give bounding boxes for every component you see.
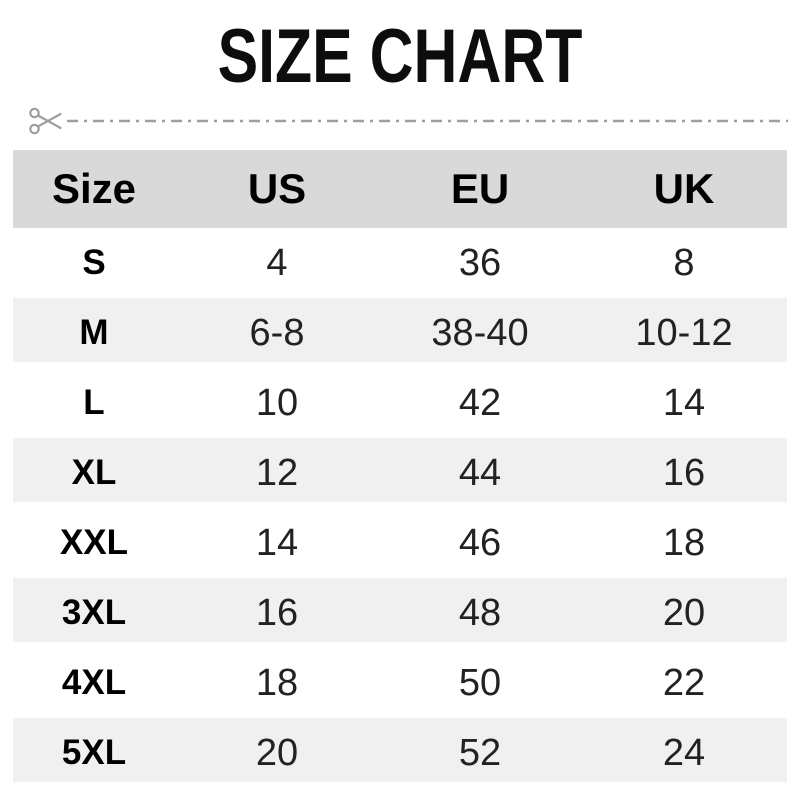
cell-value: 44 [458, 451, 502, 494]
scissors-icon [29, 107, 62, 135]
cell-value: 4 [266, 241, 288, 284]
column-header-us: US [247, 165, 307, 212]
table-row: M 6-8 38-40 10-12 [13, 298, 787, 368]
column-header-size: Size [51, 165, 137, 212]
cell-size-label: 4XL [61, 663, 127, 702]
cell-value: 20 [662, 591, 706, 634]
cell-value: 36 [458, 241, 502, 284]
cut-line [28, 104, 788, 138]
table-row: S 4 36 8 [13, 228, 787, 298]
cell-size-label: M [79, 313, 109, 352]
cell-value: 42 [458, 381, 502, 424]
table-row: L 10 42 14 [13, 368, 787, 438]
table-row: XL 12 44 16 [13, 438, 787, 508]
page-title-text: SIZE CHART [217, 14, 583, 99]
page-title: SIZE CHART [0, 19, 800, 95]
cell-value: 12 [255, 451, 299, 494]
cell-value: 22 [662, 661, 706, 704]
cell-value: 16 [255, 591, 299, 634]
cell-value: 14 [662, 381, 706, 424]
cell-value: 6-8 [249, 311, 305, 354]
table-header-row: Size US EU UK [13, 150, 787, 228]
cell-value: 48 [458, 591, 502, 634]
cell-value: 8 [673, 241, 695, 284]
cell-size-label: S [82, 243, 106, 282]
cell-size-label: XXL [59, 523, 129, 562]
cell-size-label: 3XL [61, 593, 127, 632]
cell-size-label: L [83, 383, 105, 422]
column-header-eu: EU [450, 165, 510, 212]
size-table: Size US EU UK S 4 36 8 M 6-8 38-40 10-12 L 10 42 14… [13, 150, 787, 788]
cell-value: 20 [255, 731, 299, 774]
cell-size-label: XL [71, 453, 117, 492]
cut-dash-line [67, 119, 788, 123]
cell-value: 52 [458, 731, 502, 774]
cell-value: 14 [255, 521, 299, 564]
cell-value: 38-40 [431, 311, 529, 354]
cell-value: 50 [458, 661, 502, 704]
table-row: 3XL 16 48 20 [13, 578, 787, 648]
cell-value: 18 [662, 521, 706, 564]
table-row: 4XL 18 50 22 [13, 648, 787, 718]
table-row: 5XL 20 52 24 [13, 718, 787, 788]
cell-value: 18 [255, 661, 299, 704]
cell-value: 10-12 [635, 311, 733, 354]
cell-value: 24 [662, 731, 706, 774]
cell-value: 16 [662, 451, 706, 494]
cell-value: 46 [458, 521, 502, 564]
table-row: XXL 14 46 18 [13, 508, 787, 578]
table-body: S 4 36 8 M 6-8 38-40 10-12 L 10 42 14 XL 12 44 16 XXL 14 4… [13, 228, 787, 788]
column-header-uk: UK [653, 165, 715, 212]
cell-size-label: 5XL [61, 733, 127, 772]
cell-value: 10 [255, 381, 299, 424]
